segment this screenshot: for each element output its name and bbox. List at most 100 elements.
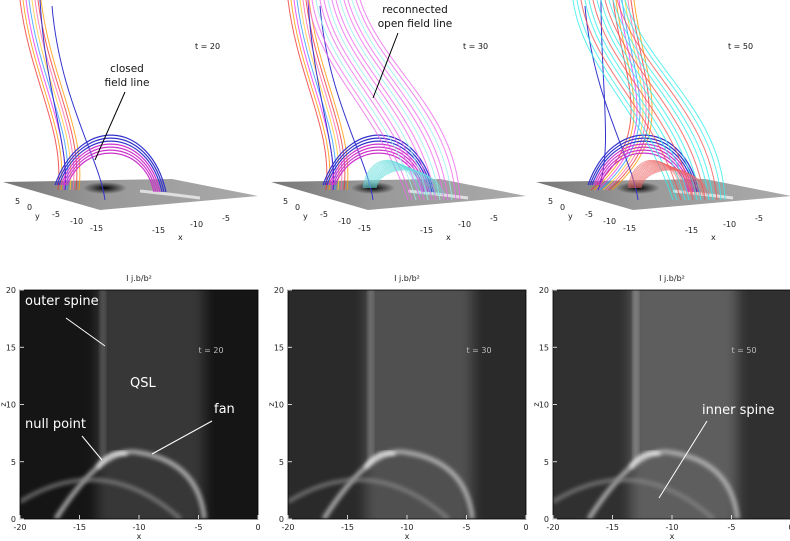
field-line — [639, 168, 708, 196]
photosphere-plane — [271, 179, 526, 210]
x-axis-label: x — [670, 532, 675, 541]
map-title: I j.b/b² — [659, 274, 685, 283]
field-line — [616, 0, 718, 201]
leader-line — [65, 317, 106, 347]
y-tick-label: 0 — [27, 203, 32, 212]
y-tick-label: 0 — [279, 515, 284, 524]
field-line — [290, 0, 331, 191]
field-line — [635, 165, 700, 196]
x-axis-label: x — [405, 532, 410, 541]
field-line — [596, 0, 698, 201]
fan-arc — [54, 449, 207, 519]
x-axis-label: x — [178, 233, 183, 242]
leader-line — [658, 420, 708, 499]
photosphere-plane — [3, 179, 258, 210]
map-title: I j.b/b² — [126, 274, 152, 283]
field-line — [604, 0, 706, 201]
annotation: inner spine — [702, 403, 774, 418]
y-tick-label: -10 — [70, 217, 83, 226]
field-line — [590, 0, 632, 191]
field-line — [305, 0, 346, 191]
field-line — [612, 0, 714, 201]
y-tick-label: -5 — [320, 210, 328, 219]
x-tick-label: -5 — [490, 214, 498, 223]
fan-arc — [587, 449, 740, 519]
outer-spine — [367, 290, 374, 462]
x-tick-label: -15 — [73, 523, 86, 532]
field-line — [608, 0, 710, 201]
annotation: field line — [105, 77, 150, 89]
x-axis-label: x — [137, 532, 142, 541]
y-axis-label: y — [568, 212, 573, 221]
x-tick-label: 0 — [523, 523, 528, 532]
field-line — [331, 0, 433, 201]
leader-line — [94, 91, 126, 161]
x-tick-label: -15 — [152, 226, 165, 235]
y-axis-label: z — [532, 402, 541, 406]
field-line — [364, 161, 423, 196]
field-line — [367, 163, 429, 196]
x-tick-label: -10 — [458, 220, 471, 229]
null-point — [96, 451, 128, 469]
field-line — [372, 167, 439, 196]
annotation: fan — [214, 402, 235, 417]
field-line — [64, 149, 157, 193]
x-tick-label: -5 — [222, 214, 230, 223]
x-tick-label: 0 — [788, 523, 790, 532]
render-panel: t = 30 50 -5 -10 -15 y -15 -10 -5 x — [271, 0, 526, 242]
field-line — [375, 169, 445, 196]
x-tick-label: 0 — [255, 523, 260, 532]
field-line — [60, 143, 161, 193]
field-line — [343, 0, 445, 201]
x-tick-label: -20 — [13, 523, 26, 532]
field-line — [362, 159, 419, 196]
y-tick-label: 15 — [6, 343, 16, 352]
field-line — [599, 0, 641, 191]
y-tick-label: 20 — [274, 286, 284, 295]
y-axis-label: z — [267, 402, 276, 406]
field-line — [640, 169, 710, 196]
field-line — [369, 165, 433, 196]
annotation: open field line — [378, 18, 452, 30]
y-tick-label: -15 — [623, 224, 636, 233]
field-line — [339, 0, 441, 201]
x-axis-label: x — [446, 233, 451, 242]
field-line — [363, 160, 421, 196]
null-point — [364, 451, 396, 469]
annotation: closed — [110, 63, 144, 75]
y-tick-label: 10 — [6, 401, 16, 410]
current-map: I j.b/b² t = 50 -20 -15 -10 -5 0 0 5 10 15 20 x z — [532, 274, 790, 541]
field-line — [359, 0, 461, 201]
field-line — [620, 0, 722, 201]
y-axis-label: y — [35, 212, 40, 221]
x-tick-label: -15 — [606, 523, 619, 532]
field-line — [335, 0, 437, 201]
field-line — [631, 162, 692, 196]
x-tick-label: -10 — [132, 523, 145, 532]
field-line — [588, 0, 690, 201]
field-line — [58, 140, 163, 193]
x-tick-label: -5 — [728, 523, 736, 532]
map-image — [20, 290, 258, 519]
leader-line — [151, 420, 213, 455]
field-line — [597, 0, 607, 191]
map-image — [553, 290, 790, 519]
field-line — [319, 5, 374, 201]
y-axis-label: z — [0, 402, 8, 406]
field-line — [31, 0, 72, 191]
annotation: QSL — [130, 376, 156, 391]
y-tick-label: 0 — [560, 203, 565, 212]
y-tick-label: 0 — [11, 515, 16, 524]
map-image — [288, 290, 526, 519]
y-tick-label: 0 — [544, 515, 549, 524]
time-label: t = 20 — [195, 42, 220, 51]
x-tick-label: -10 — [665, 523, 678, 532]
x-tick-label: -10 — [400, 523, 413, 532]
x-axis-label: x — [711, 233, 716, 242]
field-line — [632, 163, 694, 196]
field-line — [628, 160, 686, 196]
field-line — [54, 134, 167, 193]
field-line — [370, 165, 435, 196]
field-line — [66, 152, 155, 193]
